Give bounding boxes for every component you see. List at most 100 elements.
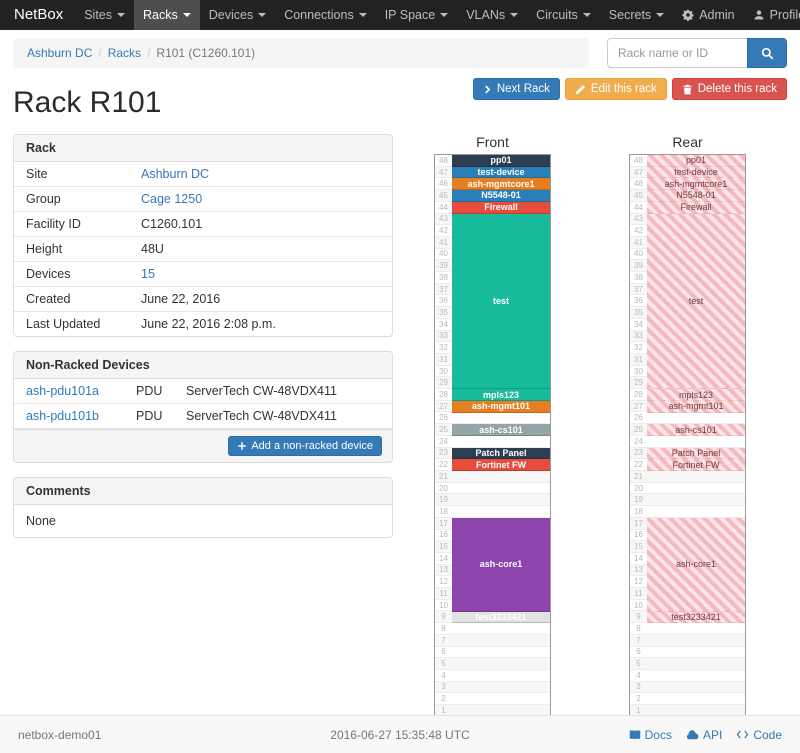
unit-number: 26 xyxy=(634,413,643,423)
rack-panel-rows: Site Ashburn DC Group Cage 1250 Facility ID C… xyxy=(14,162,392,336)
nav-item-racks[interactable]: Racks xyxy=(134,0,200,30)
rack-device-patch-panel[interactable]: Patch Panel xyxy=(647,447,745,460)
next-rack-button[interactable]: Next Rack xyxy=(472,78,560,100)
search-input[interactable] xyxy=(607,38,747,68)
footer-link-code[interactable]: Code xyxy=(736,728,782,742)
unit-number: 1 xyxy=(636,705,641,715)
unit-number: 39 xyxy=(439,261,448,271)
nav-item-admin[interactable]: Admin xyxy=(673,0,743,30)
unit-number: 41 xyxy=(634,237,643,247)
rack-device-pp01[interactable]: pp01 xyxy=(647,155,745,167)
rack-device-test[interactable]: test xyxy=(647,213,745,390)
unit-number: 46 xyxy=(634,179,643,189)
attribute-value: June 22, 2016 xyxy=(141,292,221,306)
delete-rack-button[interactable]: Delete this rack xyxy=(671,78,787,100)
nav-item-sites[interactable]: Sites xyxy=(75,0,134,30)
rack-device-test3233421[interactable]: test3233421 xyxy=(452,611,550,624)
unit-number: 37 xyxy=(439,284,448,294)
rack-device-ash-mgmtcore1[interactable]: ash-mgmtcore1 xyxy=(647,178,745,191)
rack-panel: Rack Site Ashburn DC Group Cage 1250 Facilit… xyxy=(13,134,393,337)
footer-timestamp: 2016-06-27 15:35:48 UTC xyxy=(330,727,470,742)
attribute-label: Height xyxy=(26,242,63,256)
unit-number: 42 xyxy=(439,226,448,236)
rack-device-fortinet-fw[interactable]: Fortinet FW xyxy=(647,459,745,472)
rack-device-ash-mgmt101[interactable]: ash-mgmt101 xyxy=(452,400,550,413)
unit-number: 34 xyxy=(439,319,448,329)
rack-device-ash-mgmtcore1[interactable]: ash-mgmtcore1 xyxy=(452,178,550,191)
unit-number: 3 xyxy=(636,682,641,692)
nav-item-vlans[interactable]: VLANs xyxy=(457,0,527,30)
attribute-value: C1260.101 xyxy=(141,217,203,231)
rack-device-ash-mgmt101[interactable]: ash-mgmt101 xyxy=(647,400,745,413)
unit-number: 18 xyxy=(439,506,448,516)
rack-attribute-row: Site Ashburn DC xyxy=(14,162,392,187)
unit-slot xyxy=(647,483,745,494)
nav-item-ip-space[interactable]: IP Space xyxy=(376,0,458,30)
rack-device-pp01[interactable]: pp01 xyxy=(452,155,550,167)
caret-down-icon xyxy=(117,13,125,17)
rack-device-test-device[interactable]: test-device xyxy=(452,166,550,179)
rack-device-test-device[interactable]: test-device xyxy=(647,166,745,179)
footer-link-api[interactable]: API xyxy=(686,728,722,742)
rack-device-n5548-01[interactable]: N5548-01 xyxy=(452,190,550,202)
unit-number: 4 xyxy=(441,670,446,680)
device-name-link[interactable]: ash-pdu101b xyxy=(26,409,99,423)
unit-slot xyxy=(647,670,745,681)
attribute-value[interactable]: Cage 1250 xyxy=(141,192,203,206)
nav-item-profile[interactable]: Profile xyxy=(744,0,800,30)
nav-item-devices[interactable]: Devices xyxy=(200,0,275,30)
nonracked-rows: ash-pdu101a PDU ServerTech CW-48VDX411 ash-… xyxy=(14,379,392,429)
rack-unit-row: 5 xyxy=(630,658,745,670)
unit-number: 27 xyxy=(634,401,643,411)
rack-device-firewall[interactable]: Firewall xyxy=(452,201,550,214)
brand-logo[interactable]: NetBox xyxy=(14,6,64,23)
rack-device-test[interactable]: test xyxy=(452,213,550,390)
rack-attribute-row: Devices 15 xyxy=(14,262,392,287)
unit-number: 14 xyxy=(634,553,643,563)
unit-slot xyxy=(452,658,550,669)
unit-slot xyxy=(452,682,550,693)
rack-attribute-row: Created June 22, 2016 xyxy=(14,287,392,312)
unit-number: 5 xyxy=(636,659,641,669)
nav-item-connections[interactable]: Connections xyxy=(275,0,376,30)
rack-device-ash-core1[interactable]: ash-core1 xyxy=(647,517,745,612)
search-icon xyxy=(761,47,774,60)
nav-item-circuits[interactable]: Circuits xyxy=(527,0,600,30)
unit-number: 21 xyxy=(634,471,643,481)
rack-device-test3233421[interactable]: test3233421 xyxy=(647,611,745,624)
unit-number: 22 xyxy=(634,460,643,470)
rack-device-n5548-01[interactable]: N5548-01 xyxy=(647,190,745,202)
rack-device-ash-cs101[interactable]: ash-cs101 xyxy=(452,424,550,436)
unit-number: 43 xyxy=(439,214,448,224)
cloud-icon xyxy=(686,728,699,741)
attribute-value[interactable]: Ashburn DC xyxy=(141,167,210,181)
rack-device-mpls123[interactable]: mpls123 xyxy=(647,389,745,401)
search-button[interactable] xyxy=(747,38,787,68)
unit-number: 41 xyxy=(439,237,448,247)
add-nonracked-device-button[interactable]: Add a non-racked device xyxy=(228,436,382,456)
edit-rack-button[interactable]: Edit this rack xyxy=(564,78,667,100)
rack-front-wrap: Front 48 47 46 45 44 43 42 41 40 39 38 37 36 35 34 33 32… xyxy=(434,134,551,718)
page-title: Rack R101 xyxy=(13,86,162,119)
unit-number: 36 xyxy=(634,296,643,306)
footer-link-docs[interactable]: Docs xyxy=(629,728,672,742)
rack-device-ash-core1[interactable]: ash-core1 xyxy=(452,517,550,612)
rack-device-ash-cs101[interactable]: ash-cs101 xyxy=(647,424,745,436)
navbar-menu: Sites Racks Devices Connections IP Space VLAN… xyxy=(75,0,673,30)
breadcrumb-item-racks[interactable]: Racks xyxy=(107,46,142,60)
nav-item-secrets[interactable]: Secrets xyxy=(600,0,673,30)
rack-device-patch-panel[interactable]: Patch Panel xyxy=(452,447,550,460)
device-name-link[interactable]: ash-pdu101a xyxy=(26,384,99,398)
rack-unit-row: 21 xyxy=(630,470,745,483)
rack-device-mpls123[interactable]: mpls123 xyxy=(452,389,550,401)
nav-item-label: Secrets xyxy=(608,8,652,22)
attribute-value[interactable]: 15 xyxy=(141,267,155,281)
rack-device-fortinet-fw[interactable]: Fortinet FW xyxy=(452,459,550,472)
unit-number: 11 xyxy=(634,588,643,598)
attribute-label: Created xyxy=(26,292,71,306)
unit-number: 16 xyxy=(634,530,643,540)
breadcrumb-item-ashburn-dc[interactable]: Ashburn DC xyxy=(27,46,93,60)
rack-unit-row: 6 xyxy=(435,647,550,659)
rack-device-firewall[interactable]: Firewall xyxy=(647,201,745,214)
nav-item-label: Sites xyxy=(84,8,112,22)
